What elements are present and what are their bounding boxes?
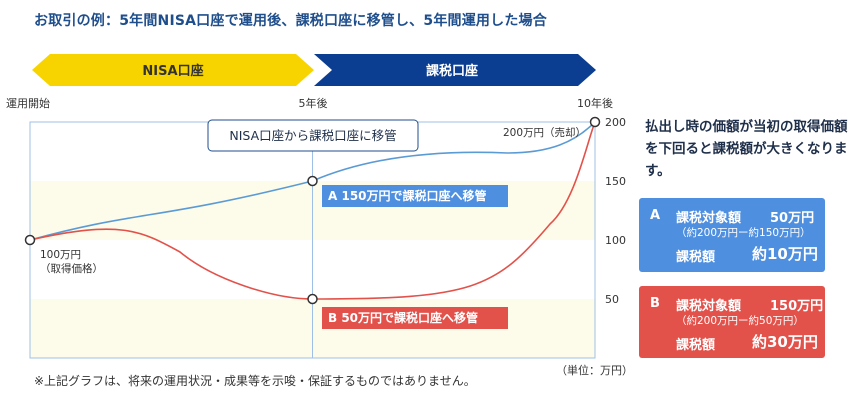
case-b-tax-label: 課税額	[676, 338, 716, 353]
y-tick-label: 200	[605, 116, 626, 129]
case-a-box: A 課税対象額 50万円 （約200万円ー約150万円） 課税額 約10万円	[639, 198, 825, 272]
label-b-text: B 50万円で課税口座へ移管	[328, 310, 478, 325]
data-point-marker	[24, 234, 36, 246]
y-tick-label: 100	[605, 234, 626, 247]
case-b-letter: B	[650, 296, 660, 311]
x-label-mid: 5年後	[299, 96, 328, 110]
start-point-label-2: （取得価格）	[40, 262, 103, 275]
case-a-taxable-value: 50万円	[770, 211, 815, 226]
taxable-period-label: 課税口座	[426, 63, 478, 79]
case-a-letter: A	[650, 208, 661, 223]
x-label-start: 運用開始	[6, 96, 50, 110]
y-tick-label: 50	[605, 293, 619, 306]
disclaimer-note: ※上記グラフは、将来の運用状況・成果等を示唆・保証するものではありません。	[34, 374, 476, 388]
data-point-marker	[589, 116, 601, 128]
case-a-tax-label: 課税額	[676, 250, 716, 265]
data-point-marker	[307, 175, 318, 187]
nisa-period-arrow	[32, 54, 314, 86]
unit-label: （単位：万円）	[556, 363, 633, 377]
plot-area: 50 100 150 200	[24, 116, 626, 359]
transfer-callout-text: NISA口座から課税口座に移管	[229, 128, 396, 143]
transfer-callout-box	[207, 119, 419, 152]
end-point-label: 200万円（売却）	[503, 126, 586, 139]
y-tick-label: 150	[605, 175, 626, 188]
data-point-marker	[307, 293, 318, 305]
case-b-box: B 課税対象額 150万円 （約200万円ー約50万円） 課税額 約30万円	[639, 286, 825, 358]
series-a-line	[29, 121, 596, 241]
page-title: お取引の例：5年間NISA口座で運用後、課税口座に移管し、5年間運用した場合	[34, 13, 547, 29]
case-a-tax-value: 約10万円	[752, 245, 818, 263]
label-a-text: A 150万円で課税口座へ移管	[328, 188, 487, 203]
nisa-period-label: NISA口座	[142, 63, 203, 79]
label-b-bg	[322, 307, 508, 329]
label-a-bg	[322, 185, 508, 207]
case-b-taxable-value: 150万円	[770, 299, 824, 314]
case-b-formula: （約200万円ー約50万円）	[676, 315, 804, 327]
taxable-period-arrow	[314, 54, 596, 86]
start-point-label-1: 100万円	[40, 249, 81, 261]
case-a-formula: （約200万円ー約150万円）	[676, 227, 811, 239]
x-label-end: 10年後	[577, 96, 613, 110]
explanation-text: 払出し時の価額が当初の取得価額を下回ると課税額が大きくなります。	[645, 119, 848, 179]
case-a-taxable-label: 課税対象額	[676, 211, 742, 226]
case-b-tax-value: 約30万円	[752, 333, 818, 351]
case-b-taxable-label: 課税対象額	[676, 299, 742, 314]
